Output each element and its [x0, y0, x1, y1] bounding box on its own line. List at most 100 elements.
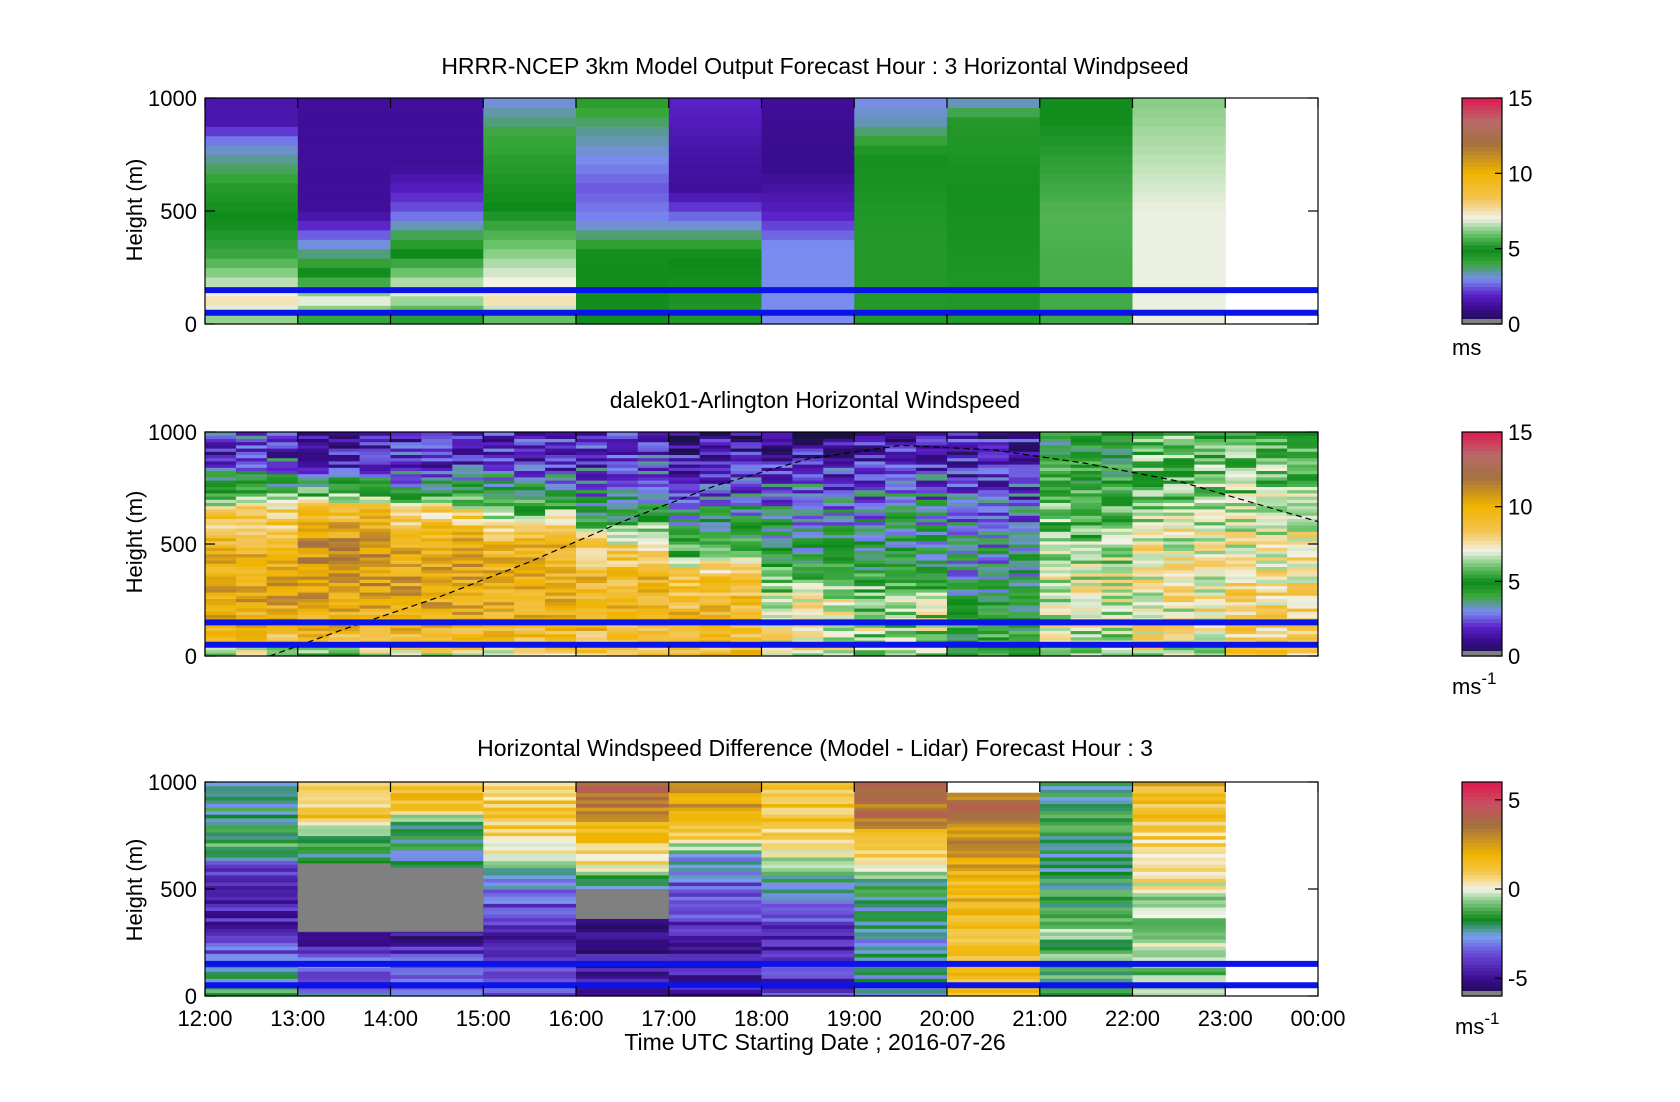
colorbar-unit-label: ms-1	[1452, 669, 1496, 699]
heatmap-cell	[606, 646, 639, 651]
heatmap-cell	[606, 569, 639, 574]
heatmap-cell	[483, 864, 577, 869]
heatmap-cell	[1101, 486, 1133, 491]
heatmap-cell	[297, 835, 392, 840]
heatmap-cell	[359, 528, 391, 532]
heatmap-cell	[483, 435, 515, 439]
heatmap-cell	[668, 518, 701, 523]
heatmap-cell	[1194, 598, 1226, 603]
heatmap-cell	[1039, 789, 1134, 794]
heatmap-cell	[668, 831, 763, 837]
heatmap-cell	[1008, 553, 1041, 558]
heatmap-cell	[730, 553, 762, 558]
heatmap-cell	[514, 528, 546, 532]
heatmap-cell	[390, 126, 484, 137]
heatmap-cell	[637, 534, 670, 539]
heatmap-cell	[668, 116, 763, 127]
heatmap-cell	[1287, 646, 1319, 651]
heatmap-cell	[1163, 476, 1195, 481]
heatmap-cell	[421, 598, 453, 603]
heatmap-cell	[885, 444, 917, 449]
heatmap-cell	[359, 572, 391, 577]
heatmap-cell	[977, 467, 1010, 471]
heatmap-cell	[205, 874, 299, 879]
heatmap-cell	[1101, 556, 1133, 561]
heatmap-cell	[668, 572, 701, 577]
heatmap-cell	[421, 553, 453, 558]
heatmap-cell	[1163, 502, 1195, 507]
heatmap-cell	[668, 821, 763, 826]
colorbar-segment	[1462, 301, 1502, 306]
colorbar-segment	[1462, 892, 1502, 897]
heatmap-cell	[947, 267, 1041, 278]
heatmap-cell	[1070, 470, 1103, 475]
heatmap-cell	[452, 531, 484, 535]
heatmap-cell	[854, 480, 886, 484]
heatmap-cell	[730, 588, 762, 593]
heatmap-cell	[1225, 636, 1257, 641]
heatmap-cell	[1039, 211, 1134, 221]
heatmap-cell	[668, 154, 763, 165]
heatmap-cell	[514, 547, 546, 551]
heatmap-cell	[205, 572, 237, 577]
heatmap-cell	[514, 534, 546, 539]
heatmap-cell	[606, 451, 639, 455]
heatmap-cell	[1070, 486, 1103, 491]
heatmap-cell	[730, 636, 762, 641]
heatmap-cell	[297, 842, 392, 847]
heatmap-cell	[390, 470, 422, 475]
heatmap-cell	[1132, 814, 1226, 819]
heatmap-cell	[606, 470, 639, 475]
heatmap-cell	[576, 974, 670, 979]
heatmap-cell	[668, 145, 763, 156]
heatmap-cell	[792, 624, 824, 628]
heatmap-cell	[297, 547, 330, 551]
heatmap-cell	[576, 839, 670, 844]
heatmap-cell	[1008, 585, 1041, 590]
heatmap-cell	[1225, 588, 1257, 593]
heatmap-cell	[205, 116, 299, 127]
colorbar-segment	[1462, 286, 1502, 291]
heatmap-cell	[1287, 457, 1319, 462]
colorbar-segment	[1462, 499, 1502, 504]
heatmap-cell	[266, 582, 299, 587]
heatmap-cell	[1132, 810, 1226, 815]
heatmap-cell	[823, 524, 855, 529]
heatmap-cell	[761, 566, 793, 571]
heatmap-cell	[483, 441, 515, 446]
heatmap-cell	[761, 931, 855, 936]
heatmap-cell	[235, 512, 268, 516]
heatmap-cell	[606, 438, 639, 443]
heatmap-cell	[205, 971, 299, 976]
heatmap-cell	[1287, 579, 1319, 583]
heatmap-cell	[1287, 585, 1319, 590]
heatmap-cell	[266, 444, 299, 449]
heatmap-cell	[1194, 569, 1226, 574]
heatmap-cell	[266, 492, 299, 497]
heatmap-cell	[266, 592, 299, 596]
colorbar-segment	[1462, 192, 1502, 197]
heatmap-cell	[977, 483, 1010, 487]
heatmap-cell	[854, 967, 948, 972]
heatmap-cell	[205, 98, 299, 108]
heatmap-cell	[606, 601, 639, 606]
heatmap-cell	[792, 448, 824, 452]
heatmap-cell	[1132, 588, 1164, 593]
heatmap-cell	[947, 457, 979, 462]
heatmap-cell	[266, 505, 299, 510]
heatmap-cell	[1225, 444, 1257, 449]
heatmap-cell	[1132, 938, 1226, 944]
heatmap-cell	[421, 560, 453, 564]
heatmap-cell	[1008, 534, 1041, 539]
heatmap-cell	[359, 547, 391, 551]
colorbar-segment	[1462, 641, 1502, 646]
heatmap-cell	[792, 524, 824, 529]
heatmap-cell	[668, 931, 763, 936]
heatmap-cell	[637, 489, 670, 494]
heatmap-cell	[483, 163, 577, 174]
heatmap-cell	[297, 98, 392, 108]
heatmap-cell	[854, 579, 886, 583]
heatmap-cell	[792, 636, 824, 641]
heatmap-cell	[637, 451, 670, 455]
